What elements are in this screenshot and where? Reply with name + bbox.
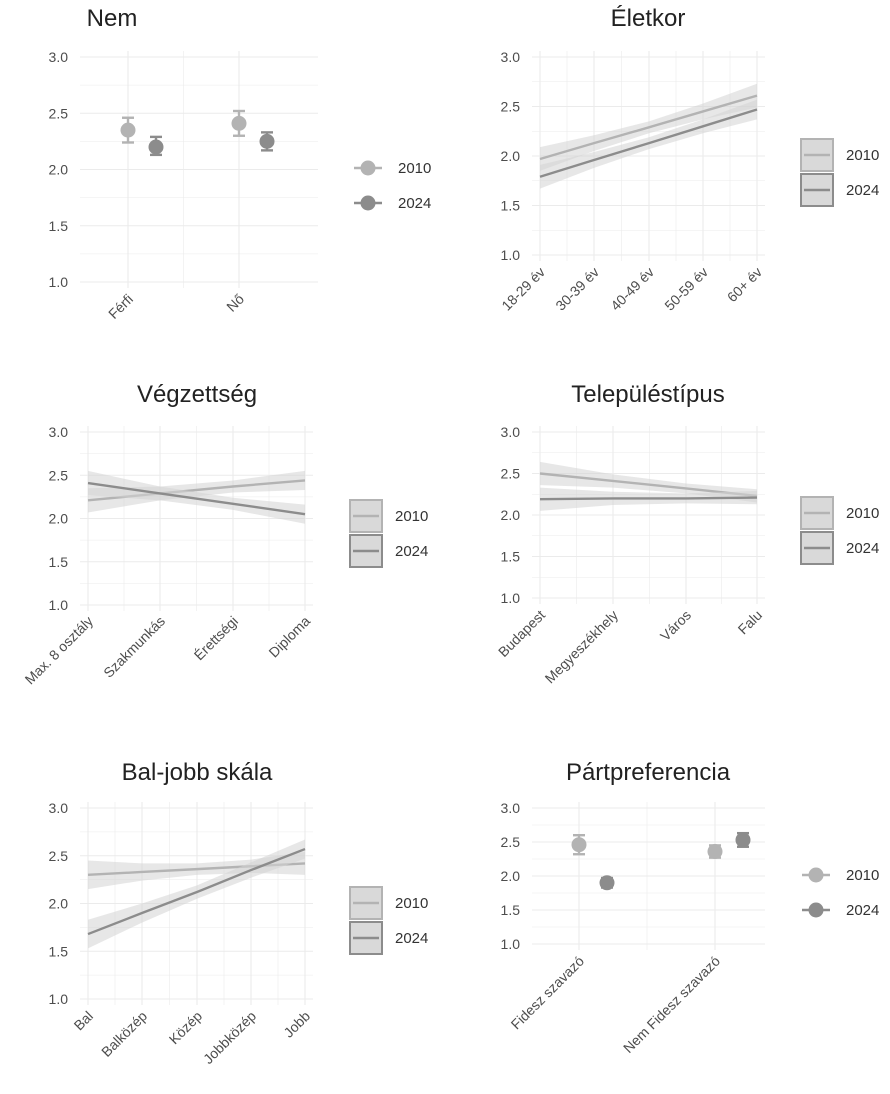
y-tick-label: 2.0 [501,868,521,884]
y-tick-label: 1.5 [501,902,521,918]
data-point-2010 [120,122,136,138]
confidence-band-2010 [88,470,305,513]
data-point-2010 [571,837,587,853]
x-tick-label: Diploma [265,613,313,661]
x-tick-label: Jobbközép [200,1008,259,1067]
confidence-band-2010 [540,461,757,503]
data-point-2010 [231,115,247,131]
legend-label: 2010 [846,147,879,164]
y-tick-label: 1.5 [49,554,69,570]
x-tick-label: Bal [70,1008,96,1034]
y-tick-label: 2.5 [49,105,69,121]
data-point-2024 [148,139,164,155]
y-tick-label: 2.5 [501,834,521,850]
x-tick-label: 50-59 év [661,264,711,314]
legend-label: 2024 [395,543,428,560]
data-point-2010 [707,844,723,860]
x-tick-label: Nő [223,291,247,315]
legend-label: 2010 [398,160,431,177]
y-tick-label: 2.5 [49,467,69,483]
y-tick-label: 1.5 [501,198,521,214]
x-tick-label: 60+ év [724,264,765,305]
confidence-band-2024 [88,839,305,949]
chart-title: Településtípus [571,381,724,408]
x-tick-label: Szakmunkás [100,613,168,681]
series-line-2024 [87,481,306,516]
chart-title: Bal-jobb skála [122,759,273,786]
confidence-band-2010 [88,851,305,890]
y-tick-label: 1.0 [501,247,521,263]
y-tick-label: 2.5 [501,466,521,482]
x-tick-label: Balközép [98,1008,150,1060]
data-point-2024 [735,832,751,848]
x-tick-label: Budapest [495,607,548,660]
legend-label: 2024 [846,540,879,557]
confidence-band-2024 [88,470,305,524]
x-tick-label: 30-39 év [552,264,602,314]
y-tick-label: 3.0 [49,424,69,440]
series-line-2024 [539,108,758,178]
x-tick-label: Város [657,607,694,644]
x-tick-label: 40-49 év [607,264,657,314]
x-tick-label: Max. 8 osztály [22,613,97,688]
y-tick-label: 2.0 [501,507,521,523]
y-tick-label: 3.0 [49,800,69,816]
y-tick-label: 2.5 [49,848,69,864]
y-tick-label: 1.0 [501,936,521,952]
legend-label: 2010 [846,505,879,522]
legend-label: 2010 [395,895,428,912]
x-tick-label: Falu [735,607,766,638]
legend-label: 2024 [398,195,431,212]
legend-key-point [360,160,376,176]
x-tick-label: Férfi [105,291,136,322]
chart-title: Pártpreferencia [566,759,731,786]
y-tick-label: 3.0 [501,49,521,65]
series-line-2024 [87,847,306,936]
legend-key-point [360,195,376,211]
data-point-2024 [599,875,615,891]
y-tick-label: 1.5 [49,218,69,234]
legend-label: 2010 [395,508,428,525]
x-tick-label: Közép [166,1008,206,1048]
legend-key-point [808,902,824,918]
data-point-2024 [259,133,275,149]
legend-key-point [808,867,824,883]
x-tick-label: Megyeszékhely [542,607,622,687]
y-tick-label: 1.5 [501,549,521,565]
y-tick-label: 1.5 [49,943,69,959]
series-line-2010 [539,94,758,161]
y-tick-label: 3.0 [49,49,69,65]
legend-label: 2010 [846,867,879,884]
legend-label: 2024 [395,930,428,947]
x-tick-label: Fidesz szavazó [508,953,588,1033]
y-tick-label: 3.0 [501,800,521,816]
y-tick-label: 2.0 [49,896,69,912]
y-tick-label: 1.0 [49,597,69,613]
y-tick-label: 2.0 [49,162,69,178]
y-tick-label: 2.5 [501,99,521,115]
series-line-2010 [539,472,758,498]
y-tick-label: 3.0 [501,424,521,440]
chart-title: Nem [87,5,138,32]
x-tick-label: Nem Fidesz szavazó [620,953,723,1056]
legend-label: 2024 [846,902,879,919]
legend-label: 2024 [846,182,879,199]
y-tick-label: 1.0 [501,590,521,606]
y-tick-label: 1.0 [49,991,69,1007]
x-tick-label: Érettségi [191,613,241,663]
x-tick-label: Jobb [280,1008,313,1041]
chart-title: Végzettség [137,381,257,408]
y-tick-label: 2.0 [49,511,69,527]
y-tick-label: 1.0 [49,274,69,290]
series-line-2024 [539,496,758,501]
x-tick-label: 18-29 év [498,264,548,314]
chart-title: Életkor [611,5,686,32]
y-tick-label: 2.0 [501,148,521,164]
